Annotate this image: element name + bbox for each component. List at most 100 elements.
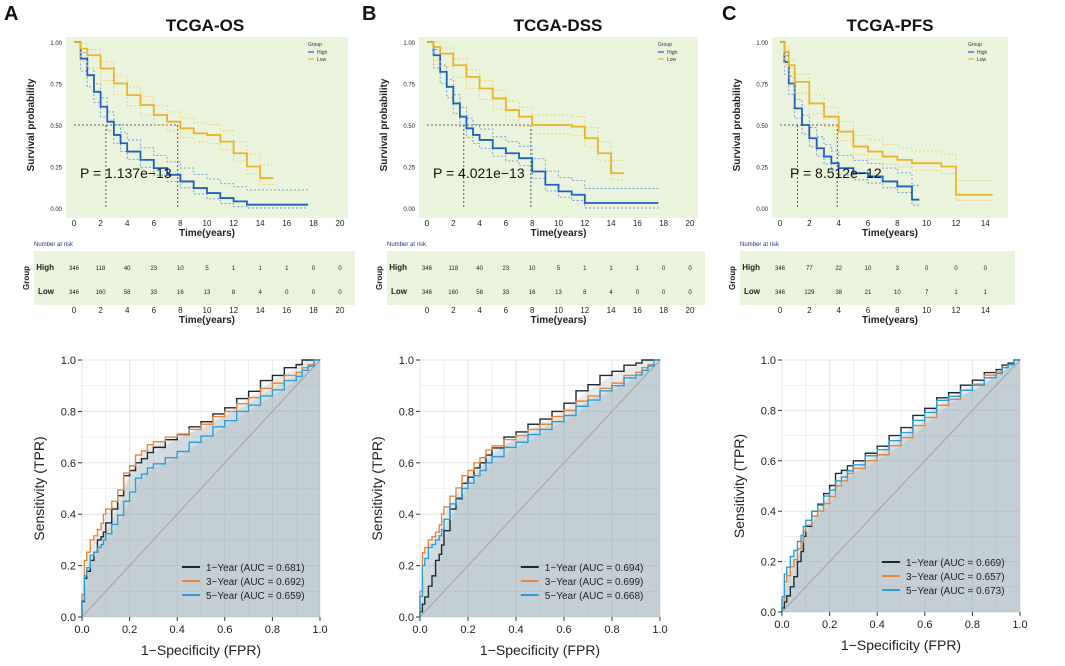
x-tick-label: 0.8 (604, 624, 619, 636)
risk-count: 40 (476, 266, 483, 272)
ci-lower-high (74, 41, 309, 209)
x-tick-label: 2 (807, 219, 812, 228)
x-tick-label: 14 (256, 219, 265, 228)
y-tick-label: 0.00 (403, 207, 415, 213)
x-tick-label: 8 (530, 219, 535, 228)
x-tick-label: 12 (952, 219, 961, 228)
y-tick-label: 1.0 (61, 355, 76, 367)
risk-count: 346 (422, 266, 433, 272)
risk-table-background (740, 251, 1015, 305)
risk-row-label: High (36, 263, 54, 272)
risk-count: 33 (503, 290, 510, 296)
y-axis-title: Sensitivity (TPR) (731, 434, 747, 538)
diagonal-reference (781, 359, 1021, 613)
risk-x-title: Time(years) (862, 315, 918, 326)
risk-x-tick: 14 (607, 306, 616, 315)
risk-count: 38 (835, 290, 842, 296)
risk-count: 1 (636, 266, 640, 272)
y-tick-label: 1.00 (50, 41, 62, 47)
x-tick-label: 0.0 (774, 619, 789, 631)
risk-count: 1 (954, 290, 958, 296)
legend-entry: 5−Year (AUC = 0.673) (906, 586, 1005, 597)
p-value: P = 1.137e−13 (80, 165, 172, 181)
risk-x-tick: 2 (98, 306, 103, 315)
roc-panel-1: 0.0 0.2 0.4 0.6 0.8 1.0 0.0 0.2 0.4 0.6 0.8 1.0 1−Sp… (31, 355, 328, 658)
y-axis-title: Sensitivity (TPR) (369, 436, 385, 540)
survival-curve-high (780, 41, 920, 201)
risk-count: 1 (285, 266, 289, 272)
risk-count: 3 (896, 266, 900, 272)
risk-x-tick: 16 (633, 306, 642, 315)
x-axis-title: 1−Specificity (FPR) (141, 642, 261, 658)
risk-count: 21 (865, 290, 872, 296)
x-axis-title: Time(years) (862, 228, 918, 239)
risk-x-tick: 12 (952, 306, 961, 315)
legend-entry: 3−Year (AUC = 0.699) (545, 577, 644, 588)
risk-row-label: Low (391, 287, 408, 296)
legend-entry: 1−Year (AUC = 0.669) (906, 558, 1005, 569)
y-tick-label: 1.00 (403, 41, 415, 47)
x-tick-label: 14 (981, 219, 990, 228)
risk-table-background (34, 251, 355, 305)
risk-x-tick: 18 (659, 306, 668, 315)
y-tick-label: 0.2 (761, 557, 776, 569)
legend-entry: 3−Year (AUC = 0.657) (906, 572, 1005, 583)
risk-count: 0 (338, 290, 342, 296)
risk-count: 0 (954, 266, 958, 272)
risk-count: 5 (557, 266, 561, 272)
diagonal-reference (81, 359, 321, 618)
survival-curve-low (74, 41, 274, 180)
risk-x-tick: 4 (477, 306, 482, 315)
risk-x-tick: 0 (425, 306, 430, 315)
x-tick-label: 0.4 (508, 624, 523, 636)
legend-title: Group (308, 42, 322, 48)
roc-panel-2: 0.0 0.2 0.4 0.6 0.8 1.0 0.0 0.2 0.4 0.6 0.8 1.0 1−Sp… (369, 355, 668, 658)
y-tick-label: 0.4 (61, 509, 76, 521)
y-tick-label: 1.0 (761, 355, 776, 367)
legend-entry: 3−Year (AUC = 0.692) (206, 577, 305, 588)
panel-label: B (362, 3, 376, 25)
x-tick-label: 0.0 (412, 624, 427, 636)
risk-x-title: Time(years) (179, 315, 235, 326)
x-tick-label: 2 (451, 219, 456, 228)
risk-count: 1 (259, 266, 263, 272)
risk-x-tick: 2 (807, 306, 812, 315)
y-axis-title: Survival probability (732, 78, 743, 171)
risk-count: 118 (96, 266, 106, 272)
risk-count: 0 (312, 266, 316, 272)
risk-count: 58 (476, 290, 483, 296)
risk-row-label: Low (744, 287, 761, 296)
risk-count: 10 (865, 266, 872, 272)
x-tick-label: 6 (152, 219, 157, 228)
y-tick-label: 0.50 (50, 124, 62, 130)
y-tick-label: 1.00 (756, 41, 768, 47)
risk-count: 22 (835, 266, 842, 272)
risk-count: 0 (984, 266, 988, 272)
risk-count: 118 (449, 266, 459, 272)
x-tick-label: 12 (229, 219, 238, 228)
ci-lower-high (780, 41, 920, 206)
risk-x-tick: 20 (686, 306, 695, 315)
risk-count: 0 (925, 266, 929, 272)
risk-count: 5 (205, 266, 209, 272)
x-tick-label: 0.8 (265, 624, 280, 636)
risk-count: 23 (503, 266, 510, 272)
roc-panel-3: 0.0 0.2 0.4 0.6 0.8 1.0 0.0 0.2 0.4 0.6 0.8 1.0 1−Sp… (731, 355, 1028, 653)
y-tick-label: 0.50 (403, 124, 415, 130)
risk-x-tick: 8 (530, 306, 535, 315)
risk-row-label: High (389, 263, 407, 272)
legend-entry: High (317, 50, 328, 56)
x-axis-title: Time(years) (531, 228, 587, 239)
y-tick-label: 0.2 (399, 561, 414, 573)
x-tick-label: 1.0 (312, 624, 327, 636)
y-tick-label: 1.0 (399, 355, 414, 367)
x-tick-label: 16 (282, 219, 291, 228)
y-tick-label: 0.25 (50, 166, 62, 172)
y-tick-label: 0.75 (50, 83, 62, 89)
survival-curve-high (74, 41, 309, 206)
risk-count: 160 (96, 290, 107, 296)
legend-entry: Low (317, 57, 327, 63)
risk-row-label: High (742, 263, 760, 272)
